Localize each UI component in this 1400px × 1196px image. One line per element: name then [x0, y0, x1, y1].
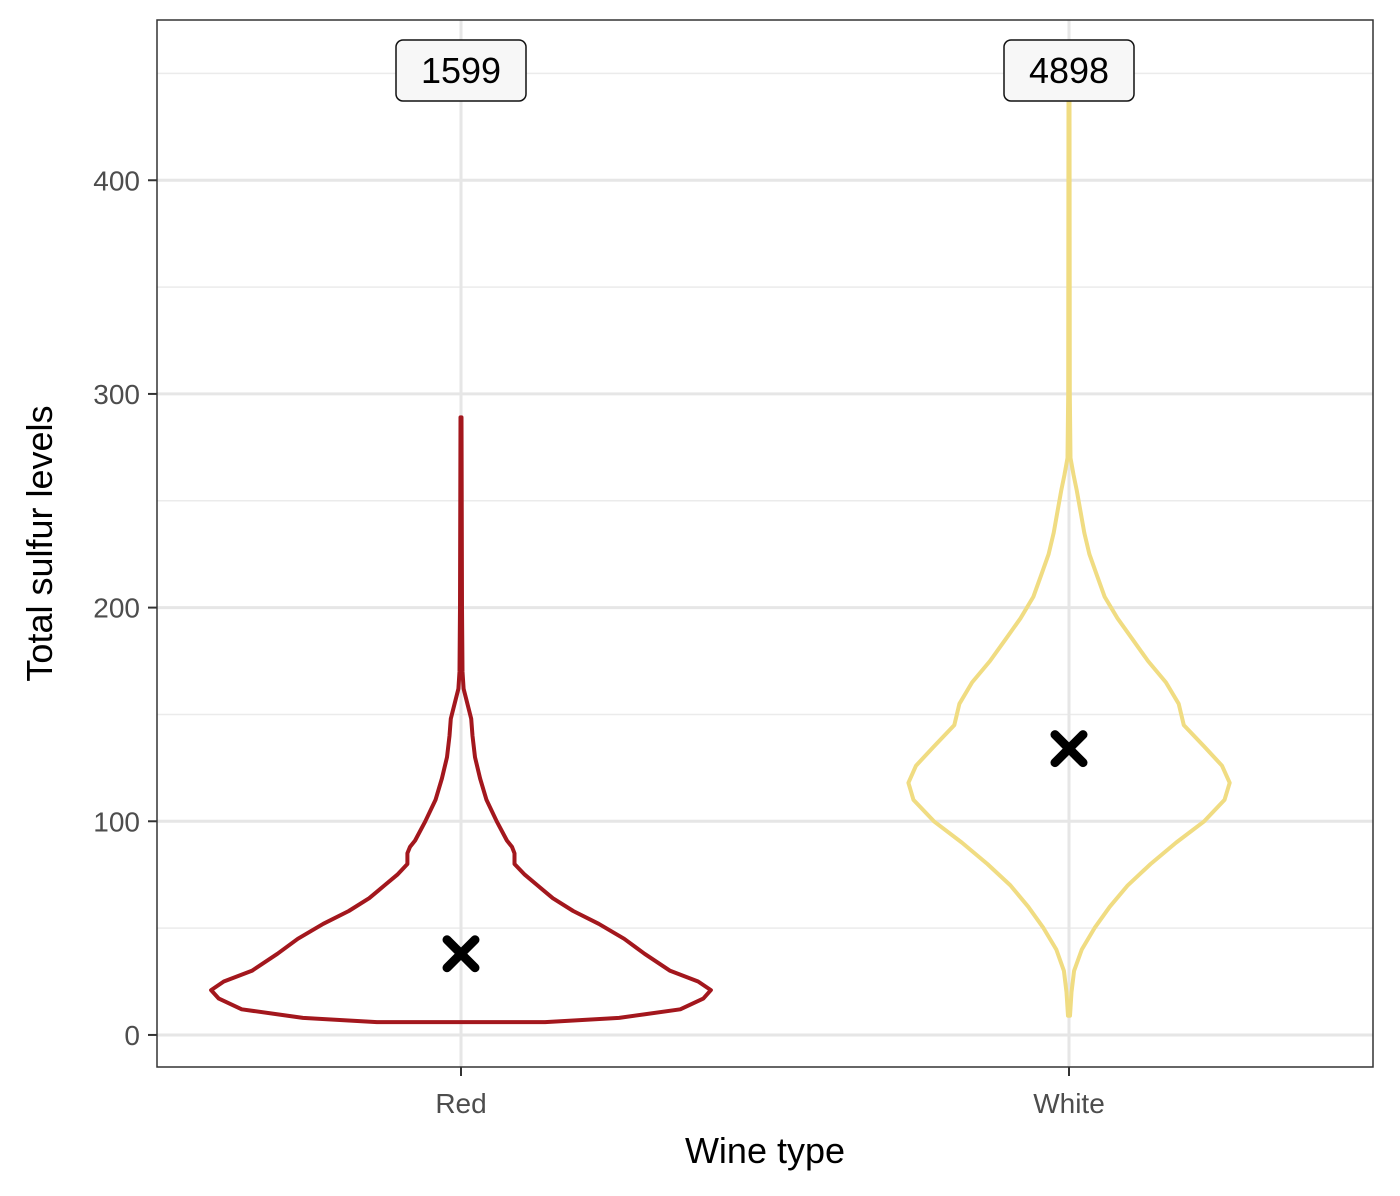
count-text: 4898 [1029, 50, 1109, 91]
panel-background [157, 20, 1373, 1067]
mean-marker-white [1050, 730, 1088, 768]
x-axis-title: Wine type [685, 1130, 845, 1171]
count-labels: 1599 4898 [395, 39, 1135, 102]
y-tick-label: 300 [93, 379, 140, 410]
y-tick-label: 400 [93, 165, 140, 196]
y-tick-label: 100 [93, 806, 140, 837]
y-tick-label: 200 [93, 593, 140, 624]
panel-border [156, 19, 1374, 1068]
mean-marker-red [442, 935, 480, 973]
x-tick-label: White [1033, 1088, 1105, 1119]
violin-red [209, 415, 713, 1025]
y-axis: 0 100 200 300 400 [93, 165, 157, 1051]
x-axis: Red White [435, 1067, 1105, 1119]
y-axis-title: Total sulfur levels [19, 405, 60, 681]
y-tick-label: 0 [124, 1020, 140, 1051]
count-text: 1599 [421, 50, 501, 91]
grid-lines [157, 20, 1373, 1067]
count-label-white: 4898 [1003, 39, 1135, 102]
count-label-red: 1599 [395, 39, 527, 102]
mean-markers [442, 730, 1088, 973]
x-tick-label: Red [435, 1088, 486, 1119]
